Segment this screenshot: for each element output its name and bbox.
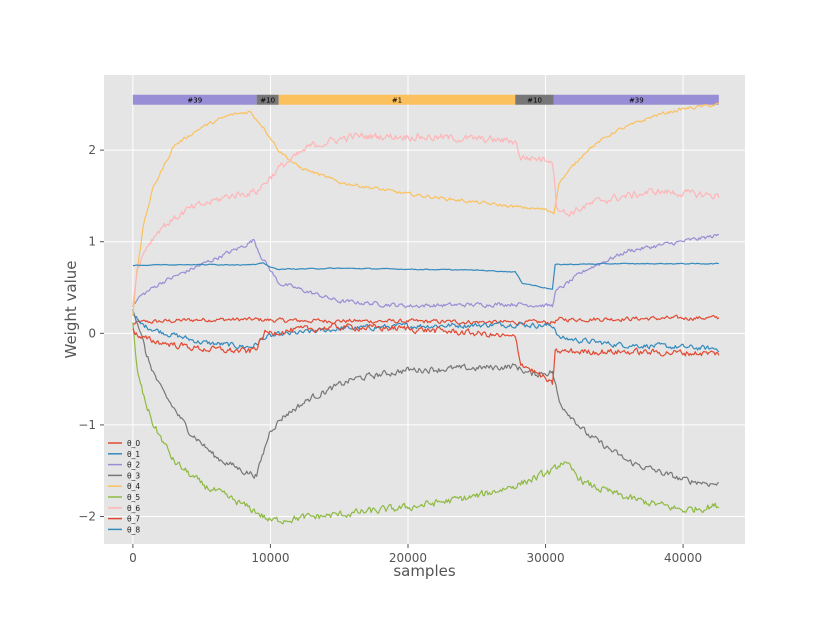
segment-block [256,94,279,105]
series-line-1 [132,311,720,353]
x-tick-label: 10000 [251,551,289,565]
series-line-0 [132,314,720,326]
segment-label: #10 [260,97,275,105]
legend-label: θ_6 [127,504,140,513]
y-axis-label: Weight value [62,261,80,359]
legend-label: θ_8 [127,525,140,534]
segment-label: #39 [629,97,644,105]
series-line-7 [132,322,720,385]
y-tick-label: −1 [78,418,96,432]
segment-block [515,94,554,105]
legend-label: θ_3 [127,471,140,480]
y-tick-label: 2 [88,143,96,157]
series-line-3 [132,308,720,487]
segment-label: #39 [187,97,202,105]
x-tick-label: 40000 [664,551,702,565]
plot-background [104,75,745,544]
x-tick-label: 0 [129,551,137,565]
segment-label: #1 [392,97,402,105]
x-tick-label: 20000 [389,551,427,565]
legend-label: θ_1 [127,450,140,459]
y-tick-label: 0 [88,326,96,340]
legend-label: θ_4 [127,482,140,491]
x-tick-label: 30000 [526,551,564,565]
series-line-5 [132,322,720,525]
segment-block [553,94,719,105]
series-line-6 [132,132,720,307]
series-line-8 [132,262,720,290]
series-lines [132,102,720,525]
y-tick-label: −2 [78,510,96,524]
y-tick-label: 1 [88,235,96,249]
grid-lines [104,75,745,544]
segment-block [278,94,516,105]
legend-label: θ_5 [127,493,140,502]
series-line-2 [132,233,720,309]
segment-bar: #39 #10 #1 #10 #39 [132,94,719,105]
legend: θ_0 θ_1 θ_2θ_3 θ_4 θ_5 θ_6 θ_7θ_8 [108,439,140,534]
legend-label: θ_0 [127,439,140,448]
segment-label: #10 [527,97,542,105]
y-tick-labels: −2 −1 0 1 2 [78,143,104,524]
legend-label: θ_2 [127,461,140,470]
x-tick-labels: 0 10000 20000 30000 40000 [129,544,702,565]
x-axis-label: samples [393,562,456,580]
series-line-4 [132,102,720,317]
segment-block [132,94,257,105]
legend-label: θ_7 [127,515,140,524]
